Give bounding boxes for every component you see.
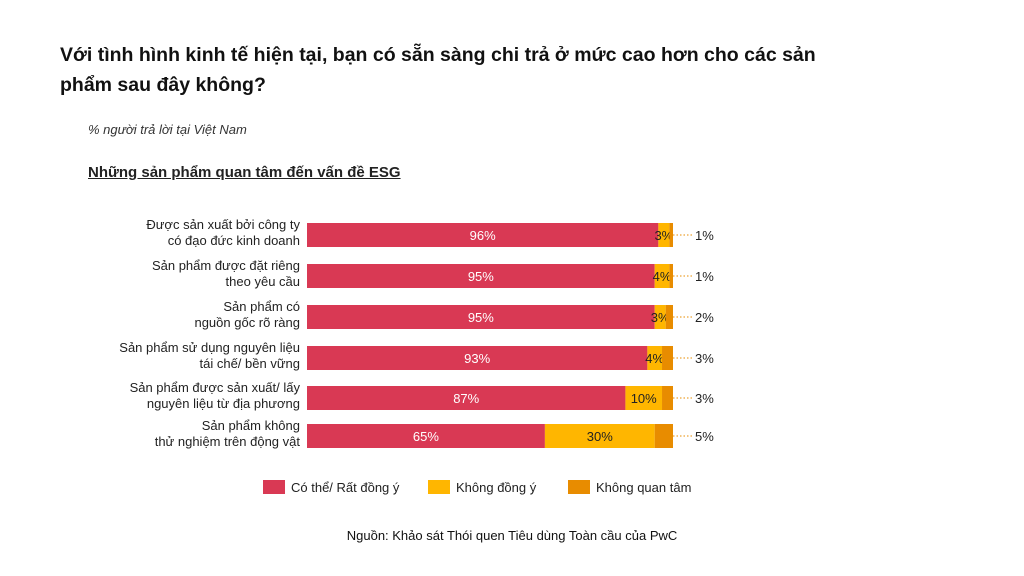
bar-segment (669, 223, 673, 247)
data-label: 1% (695, 269, 714, 284)
bar-segment (307, 264, 655, 288)
data-label: 2% (695, 310, 714, 325)
data-label: 93% (464, 351, 490, 366)
legend-swatch (568, 480, 590, 494)
data-label: 95% (468, 269, 494, 284)
legend-label: Không quan tâm (596, 480, 691, 495)
bar-segment (658, 223, 670, 247)
data-label: 65% (413, 429, 439, 444)
data-label: 30% (587, 429, 613, 444)
category-label: có đạo đức kinh doanh (168, 233, 300, 248)
bar-segment (654, 424, 673, 448)
section-title: Những sản phẩm quan tâm đến vấn đề ESG (88, 164, 401, 181)
category-label: theo yêu cầu (226, 274, 300, 289)
legend-swatch (263, 480, 285, 494)
bar-segment (307, 386, 626, 410)
bar-segment (654, 305, 666, 329)
bar-segment (544, 424, 655, 448)
category-label: thử nghiệm trên động vật (155, 434, 301, 449)
chart-subtitle: % người trả lời tại Việt Nam (88, 122, 247, 137)
category-label: nguyên liệu từ địa phương (147, 396, 300, 411)
legend-label: Không đồng ý (456, 480, 537, 495)
bar-segment (662, 346, 673, 370)
data-label: 4% (653, 269, 672, 284)
bar-segment (307, 305, 655, 329)
bar-segment (307, 223, 659, 247)
bar-segment (307, 424, 545, 448)
data-label: 5% (695, 429, 714, 444)
bar-segment (662, 386, 673, 410)
data-label: 96% (470, 228, 496, 243)
category-label: nguồn gốc rõ ràng (194, 315, 300, 330)
data-label: 4% (645, 351, 664, 366)
bar-segment (625, 386, 663, 410)
category-label: Được sản xuất bởi công ty (146, 217, 300, 232)
source-note: Nguồn: Khảo sát Thói quen Tiêu dùng Toàn… (346, 528, 678, 543)
data-label: 1% (695, 228, 714, 243)
legend-swatch (428, 480, 450, 494)
category-label: Sản phẩm có (223, 299, 300, 314)
bar-segment (647, 346, 663, 370)
data-label: 3% (654, 228, 673, 243)
category-label: Sản phẩm được đặt riêng (152, 258, 300, 273)
data-label: 95% (468, 310, 494, 325)
data-label: 10% (631, 391, 657, 406)
data-label: 3% (695, 391, 714, 406)
bar-segment (654, 264, 670, 288)
category-label: Sản phẩm được sản xuất/ lấy (130, 380, 301, 395)
legend-label: Có thể/ Rất đồng ý (291, 480, 400, 495)
bar-segment (665, 305, 673, 329)
category-label: Sản phẩm sử dụng nguyên liệu (119, 340, 300, 355)
bar-segment (669, 264, 673, 288)
category-label: Sản phẩm không (202, 418, 300, 433)
data-label: 3% (651, 310, 670, 325)
data-label: 3% (695, 351, 714, 366)
bar-segment (307, 346, 648, 370)
category-label: tái chế/ bền vững (200, 356, 301, 371)
data-label: 87% (453, 391, 479, 406)
page-title: Với tình hình kinh tế hiện tại, bạn có s… (60, 44, 816, 96)
